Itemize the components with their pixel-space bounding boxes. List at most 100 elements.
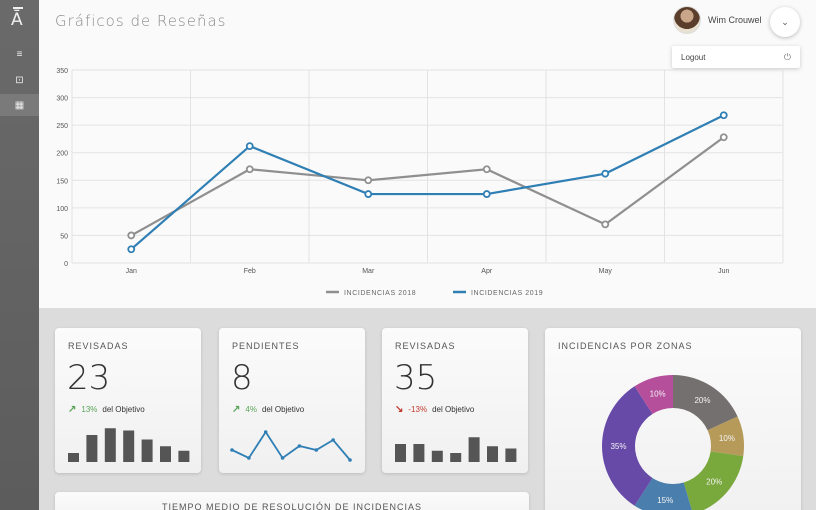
data-point xyxy=(245,165,254,174)
donut-slice-label: 10% xyxy=(650,390,666,399)
card-goal: ↗ 4% del Objetivo xyxy=(232,404,304,415)
user-profile[interactable]: Wim Crouwel xyxy=(673,6,762,34)
data-point xyxy=(719,111,728,120)
y-tick-label: 250 xyxy=(56,123,68,130)
donut-slice-label: 15% xyxy=(657,496,673,505)
logo-bar xyxy=(13,7,23,9)
sidebar-item-dashboard[interactable]: ▦ xyxy=(0,94,39,116)
kpi-card-revisadas[interactable]: REVISADAS 23 ↗ 13% del Objetivo xyxy=(55,328,201,473)
card-title: REVISADAS xyxy=(68,341,129,351)
spark-point xyxy=(348,458,352,462)
goal-label: del Objetivo xyxy=(261,405,305,414)
user-name[interactable]: Wim Crouwel xyxy=(708,15,762,25)
data-point xyxy=(719,133,728,142)
spark-bar xyxy=(68,453,79,462)
y-tick-label: 300 xyxy=(56,96,68,103)
chevron-down-icon: ⌄ xyxy=(781,16,789,27)
spark-bar xyxy=(487,446,498,462)
spark-point xyxy=(230,448,234,452)
spark-bar xyxy=(413,444,425,462)
x-tick-label: Feb xyxy=(244,268,256,275)
spark-point xyxy=(331,438,335,442)
donut-slice xyxy=(683,451,744,510)
line-chart: 0 50 100 150 200 250 300 350 Jan Feb Mar Apr May Jun I… xyxy=(56,68,784,297)
spark-bar xyxy=(450,453,462,462)
data-point xyxy=(482,165,491,174)
sidebar-item-list[interactable]: ≡ xyxy=(0,43,39,65)
spark-bar xyxy=(86,435,98,462)
spark-point xyxy=(263,430,268,434)
x-tick-label: Jun xyxy=(718,268,729,275)
list-icon: ≡ xyxy=(16,48,23,60)
card-goal: ↗ 13% del Objetivo xyxy=(68,404,145,415)
data-point xyxy=(364,190,373,198)
y-tick-label: 350 xyxy=(56,68,68,75)
spark-point xyxy=(314,448,319,452)
legend-label: INCIDENCIAS 2019 xyxy=(471,290,543,297)
y-tick-label: 0 xyxy=(64,261,68,268)
card-title: TIEMPO MEDIO DE RESOLUCIÓN DE INCIDENCIA… xyxy=(161,502,423,510)
user-dropdown: Logout ⏻ xyxy=(672,46,800,68)
kpi-card-pendientes[interactable]: PENDIENTES 8 ↗ 4% del Objetivo xyxy=(219,328,365,473)
zones-card[interactable]: INCIDENCIAS POR ZONAS 20% 10% 20% 15% 35% 10% xyxy=(545,328,801,510)
data-point xyxy=(364,176,373,185)
data-point xyxy=(601,220,610,229)
kpi-card-revisadas-2[interactable]: REVISADAS 35 ↘ -13% del Objetivo xyxy=(382,328,528,473)
spark-bar xyxy=(141,439,153,462)
power-icon[interactable]: ⏻ xyxy=(783,51,791,62)
donut-slice-label: 35% xyxy=(610,442,626,451)
spark-line xyxy=(231,430,351,461)
series-line-0 xyxy=(130,136,725,237)
card-goal: ↘ -13% del Objetivo xyxy=(395,404,474,415)
x-tick-label: Jan xyxy=(126,268,137,275)
spark-bar xyxy=(395,444,406,462)
chart-panel: Gráficos de Reseñas Wim Crouwel ⌄ Logout… xyxy=(39,0,816,308)
trend-down-icon: ↘ xyxy=(395,404,404,415)
goal-percent: -13% xyxy=(408,405,428,414)
card-value: 8 xyxy=(231,358,253,398)
x-tick-label: May xyxy=(599,268,613,275)
card-title: REVISADAS xyxy=(395,341,456,351)
spark-bar xyxy=(160,446,171,462)
data-point xyxy=(245,142,254,150)
card-value: 35 xyxy=(394,358,438,398)
donut-slice xyxy=(707,416,744,457)
logo-text: Ā xyxy=(11,10,23,30)
x-tick-label: Apr xyxy=(481,268,493,275)
sparkline-bars xyxy=(68,428,190,462)
donut-slice xyxy=(673,375,738,431)
spark-point xyxy=(280,456,285,460)
series-line-1 xyxy=(130,114,725,251)
sidebar: Ā ≡ ⊡ ▦ xyxy=(0,0,39,510)
card-value: 23 xyxy=(67,358,111,398)
y-tick-label: 100 xyxy=(56,206,68,213)
data-point xyxy=(127,245,136,254)
y-tick-label: 50 xyxy=(60,233,68,240)
donut-slice xyxy=(634,375,673,415)
avatar[interactable] xyxy=(673,6,701,34)
spark-bar xyxy=(123,430,135,462)
y-tick-label: 150 xyxy=(56,178,68,185)
spark-bar xyxy=(505,448,517,462)
resolution-time-card[interactable]: TIEMPO MEDIO DE RESOLUCIÓN DE INCIDENCIA… xyxy=(55,492,529,510)
user-menu-toggle[interactable]: ⌄ xyxy=(770,7,800,37)
dashboard-icon: ▦ xyxy=(14,99,25,111)
legend-label: INCIDENCIAS 2018 xyxy=(344,290,416,297)
donut-slice-label: 20% xyxy=(694,396,710,405)
zones-donut-chart: 20% 10% 20% 15% 35% 10% xyxy=(602,375,744,510)
spark-bar xyxy=(178,450,190,462)
card-title: PENDIENTES xyxy=(232,341,300,351)
donut-slice xyxy=(602,386,653,506)
trend-up-icon: ↗ xyxy=(68,404,77,415)
spark-bar xyxy=(104,428,116,462)
donut-slice-label: 10% xyxy=(719,434,735,443)
spark-bar xyxy=(431,450,443,462)
app-logo[interactable]: Ā xyxy=(11,7,23,30)
goal-percent: 4% xyxy=(245,405,257,414)
logout-menu-item[interactable]: Logout xyxy=(681,52,706,62)
data-point xyxy=(127,231,136,240)
inbox-icon: ⊡ xyxy=(15,74,24,86)
trend-up-icon: ↗ xyxy=(232,404,241,415)
donut-slice xyxy=(634,477,692,510)
sidebar-item-inbox[interactable]: ⊡ xyxy=(0,69,39,91)
